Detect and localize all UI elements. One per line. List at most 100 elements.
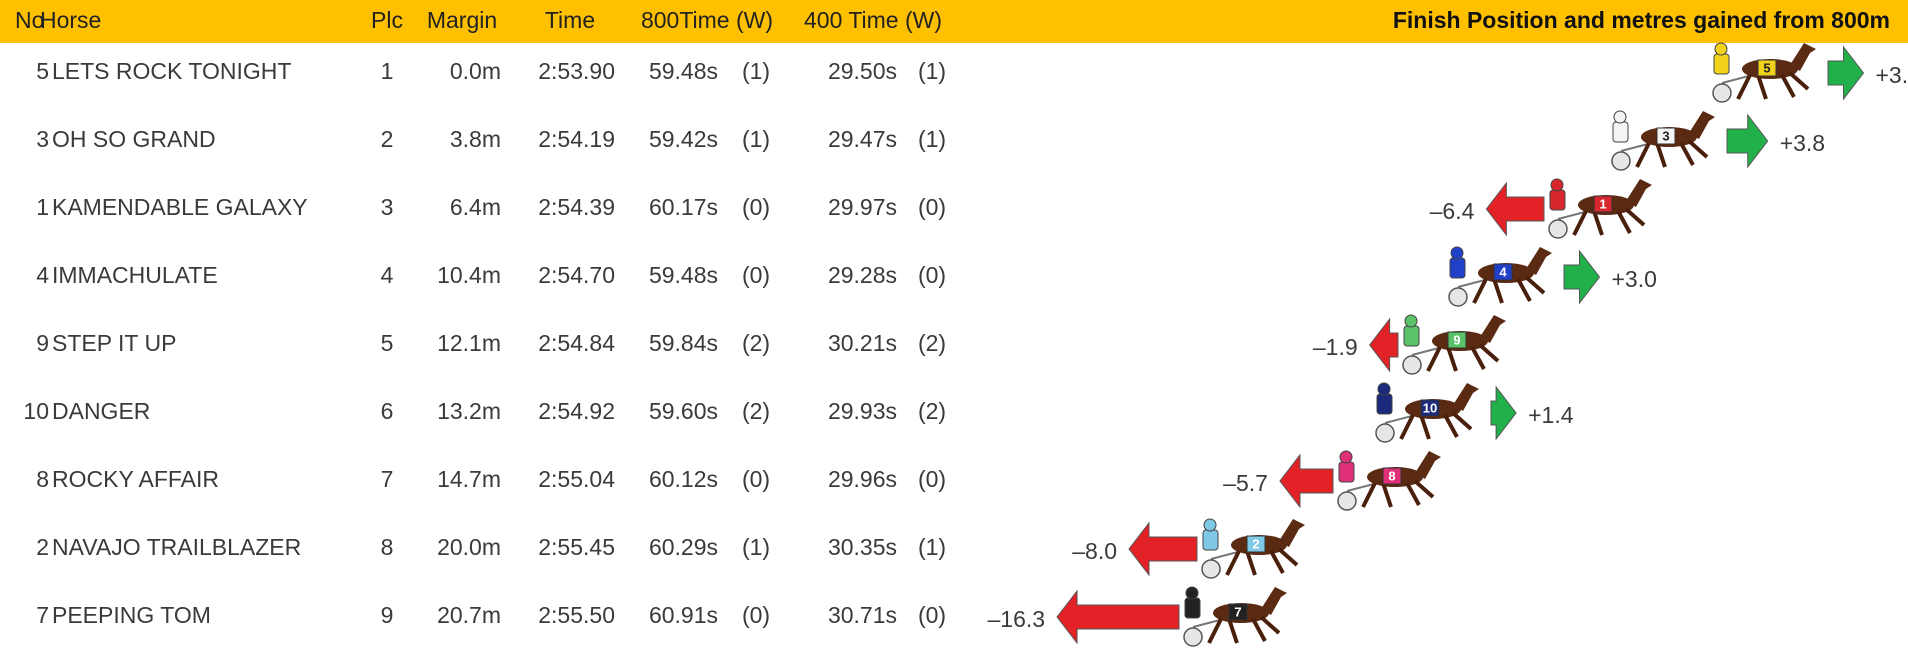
table-cell: (2) xyxy=(742,330,770,356)
table-cell: 59.48s xyxy=(649,58,718,84)
saddle-number: 4 xyxy=(1499,264,1507,279)
table-cell: 2:54.70 xyxy=(538,262,615,288)
gain-arrow xyxy=(1370,319,1398,371)
column-header: Margin xyxy=(427,7,497,33)
horse-leg xyxy=(1271,551,1283,573)
table-cell: (0) xyxy=(742,262,770,288)
table-cell: 59.60s xyxy=(649,398,718,424)
table-cell: 30.71s xyxy=(828,602,897,628)
horse-icon: 4 xyxy=(1449,247,1552,306)
table-cell: (0) xyxy=(918,262,946,288)
table-cell: 2:54.92 xyxy=(538,398,615,424)
horse-head xyxy=(1526,247,1552,275)
gain-label: +1.4 xyxy=(1528,402,1574,428)
driver-helmet xyxy=(1405,315,1417,327)
column-header: 400 Time (W) xyxy=(804,7,942,33)
table-cell: 6.4m xyxy=(450,194,501,220)
horse-head xyxy=(1689,111,1715,139)
table-cell: 60.91s xyxy=(649,602,718,628)
table-cell: 29.50s xyxy=(828,58,897,84)
table-cell: (0) xyxy=(742,602,770,628)
table-cell: NAVAJO TRAILBLAZER xyxy=(52,534,301,560)
gain-arrow xyxy=(1727,115,1768,167)
driver-helmet xyxy=(1551,179,1563,191)
gain-arrow xyxy=(1057,591,1179,643)
driver-helmet xyxy=(1451,247,1463,259)
horse-leg xyxy=(1681,143,1693,165)
horse-head xyxy=(1453,383,1479,411)
race-result: Finish Position and metres gained from 8… xyxy=(0,0,1908,658)
table-cell: ROCKY AFFAIR xyxy=(52,466,219,492)
sulky-wheel xyxy=(1184,628,1202,646)
driver-helmet xyxy=(1204,519,1216,531)
table-cell: (1) xyxy=(918,126,946,152)
horse-leg xyxy=(1472,347,1484,369)
table-cell: 1 xyxy=(36,194,49,220)
horse-leg xyxy=(1526,277,1544,293)
horse-head xyxy=(1626,179,1652,207)
table-cell: 4 xyxy=(381,262,394,288)
table-cell: 10.4m xyxy=(437,262,501,288)
sulky-wheel xyxy=(1713,84,1731,102)
horse-icon: 9 xyxy=(1403,315,1506,374)
gain-label: +3.0 xyxy=(1876,62,1908,88)
table-cell: (0) xyxy=(918,602,946,628)
table-cell: 59.42s xyxy=(649,126,718,152)
gain-arrow xyxy=(1280,455,1333,507)
horse-leg xyxy=(1445,415,1457,437)
table-cell: 2:55.04 xyxy=(538,466,615,492)
table-cell: 29.97s xyxy=(828,194,897,220)
table-cell: 8 xyxy=(381,534,394,560)
horse-leg xyxy=(1261,617,1279,633)
table-cell: 60.29s xyxy=(649,534,718,560)
table-cell: 2:55.50 xyxy=(538,602,615,628)
column-header: Time xyxy=(545,7,595,33)
table-cell: 29.28s xyxy=(828,262,897,288)
horse-icon: 2 xyxy=(1202,519,1305,578)
table-cell: 9 xyxy=(36,330,49,356)
gain-arrow xyxy=(1491,387,1516,439)
horse-head xyxy=(1415,451,1441,479)
table-cell: 60.17s xyxy=(649,194,718,220)
horse-leg xyxy=(1453,413,1471,429)
table-cell: KAMENDABLE GALAXY xyxy=(52,194,308,220)
gain-label: –16.3 xyxy=(987,606,1045,632)
table-cell: (0) xyxy=(742,466,770,492)
gain-label: –8.0 xyxy=(1072,538,1117,564)
table-cell: 30.21s xyxy=(828,330,897,356)
table-cell: 30.35s xyxy=(828,534,897,560)
saddle-number: 10 xyxy=(1423,400,1437,415)
sulky-wheel xyxy=(1403,356,1421,374)
table-cell: 1 xyxy=(381,58,394,84)
sulky-wheel xyxy=(1338,492,1356,510)
horse-leg xyxy=(1480,345,1498,361)
table-cell: 2 xyxy=(36,534,49,560)
column-header: Horse xyxy=(40,7,101,33)
table-cell: (1) xyxy=(742,58,770,84)
horse-icon: 5 xyxy=(1713,43,1816,102)
table-cell: 2:54.39 xyxy=(538,194,615,220)
sulky-wheel xyxy=(1612,152,1630,170)
table-cell: 5 xyxy=(381,330,394,356)
driver-helmet xyxy=(1614,111,1626,123)
horse-leg xyxy=(1689,141,1707,157)
sulky-wheel xyxy=(1449,288,1467,306)
horse-leg xyxy=(1415,481,1433,497)
table-cell: 29.47s xyxy=(828,126,897,152)
table-cell: 60.12s xyxy=(649,466,718,492)
table-cell: 59.84s xyxy=(649,330,718,356)
horse-leg xyxy=(1618,211,1630,233)
driver-body xyxy=(1339,462,1354,482)
table-cell: 2:55.45 xyxy=(538,534,615,560)
table-cell: (2) xyxy=(918,398,946,424)
table-cell: 3 xyxy=(36,126,49,152)
horse-head xyxy=(1480,315,1506,343)
table-cell: 13.2m xyxy=(437,398,501,424)
driver-body xyxy=(1550,190,1565,210)
gain-arrow xyxy=(1564,251,1600,303)
table-cell: 9 xyxy=(381,602,394,628)
horse-icon: 8 xyxy=(1338,451,1441,510)
horse-leg xyxy=(1790,73,1808,89)
sulky-wheel xyxy=(1376,424,1394,442)
saddle-number: 5 xyxy=(1763,60,1770,75)
